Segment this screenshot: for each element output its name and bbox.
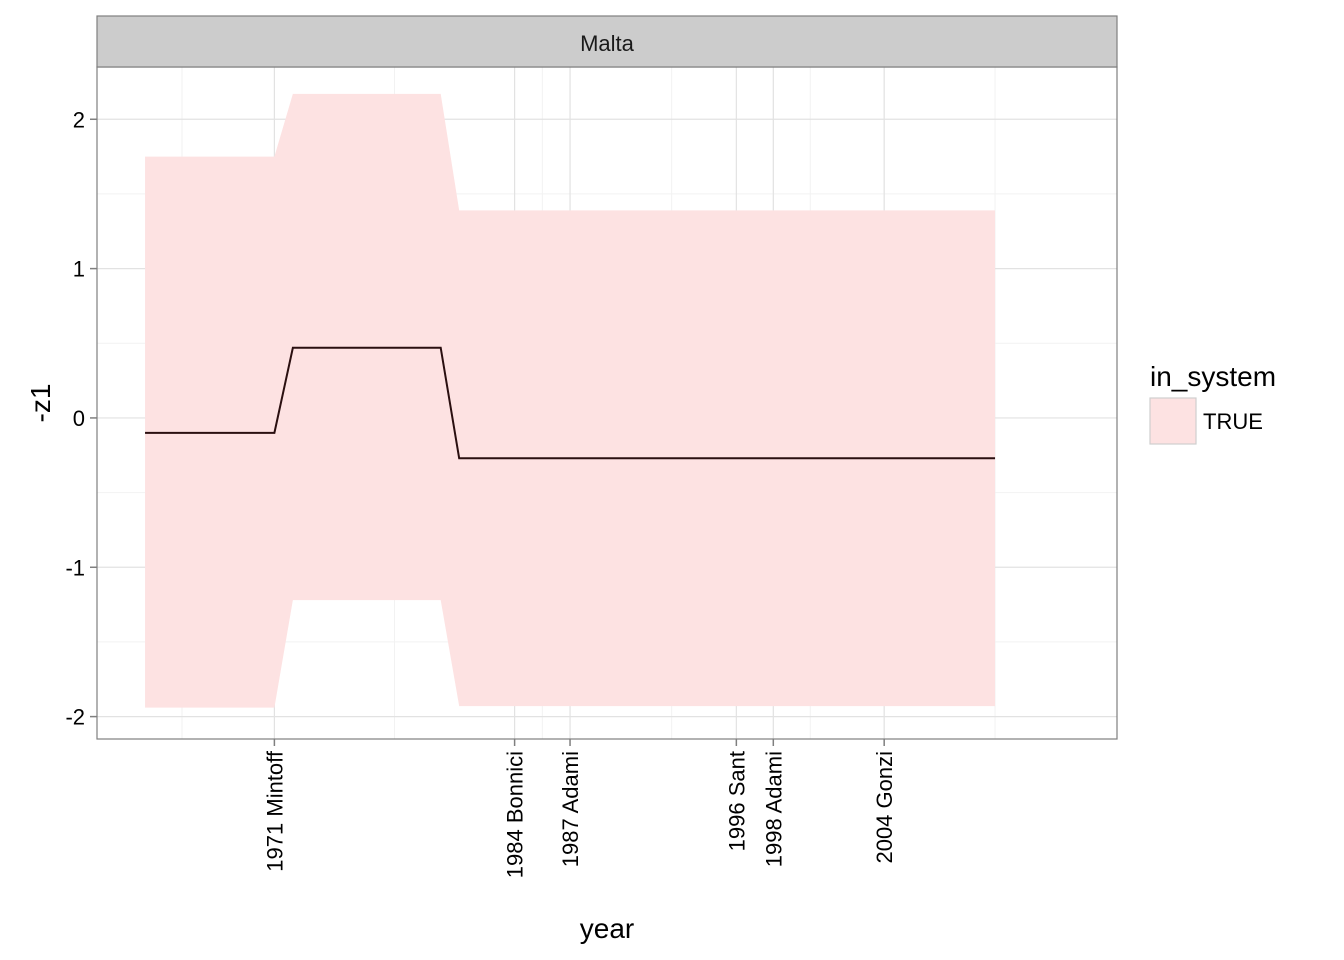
x-tick-label: 1984 Bonnici: [503, 751, 528, 878]
y-tick-label: -1: [65, 555, 85, 580]
x-axis-title: year: [580, 913, 634, 944]
x-tick-label: 2004 Gonzi: [872, 751, 897, 864]
x-axis: 1971 Mintoff 1984 Bonnici 1987 Adami 1996 S…: [262, 739, 897, 878]
facet-strip: [96, 15, 1118, 68]
legend-label: TRUE: [1203, 409, 1263, 434]
x-tick-label: 1996 Sant: [724, 751, 749, 851]
y-tick-label: 0: [73, 406, 85, 431]
facet-label: Malta: [580, 31, 635, 56]
legend-entries: TRUE: [1149, 397, 1263, 445]
legend-title: in_system: [1150, 361, 1276, 392]
y-tick-label: 1: [73, 257, 85, 282]
y-tick-label: -2: [65, 705, 85, 730]
x-tick-label: 1998 Adami: [761, 751, 786, 867]
x-tick-label: 1987 Adami: [558, 751, 583, 867]
y-tick-label: 2: [73, 107, 85, 132]
x-tick-label: 1971 Mintoff: [262, 750, 287, 872]
series-line-TRUE: [145, 346, 996, 460]
y-axis: -2 -1 0 1 2: [65, 107, 97, 730]
confidence-ribbons: [145, 93, 996, 708]
legend-key: [1149, 397, 1197, 445]
ribbon-TRUE: [145, 93, 996, 708]
legend: in_system TRUE: [1149, 361, 1276, 445]
y-axis-title: -z1: [25, 384, 56, 423]
series-lines: [145, 346, 996, 460]
